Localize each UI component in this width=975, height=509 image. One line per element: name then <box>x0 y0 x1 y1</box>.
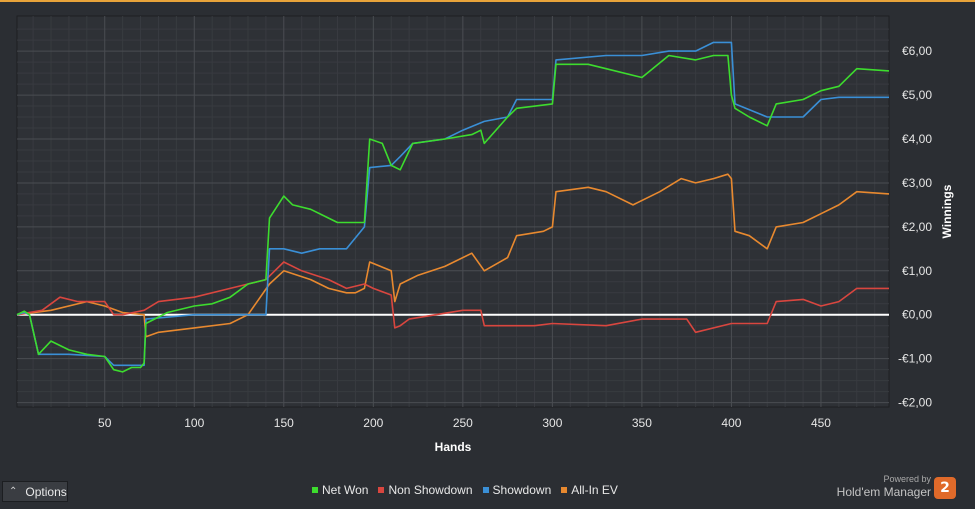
minor-grid <box>17 16 889 407</box>
legend-item-non-showdown[interactable]: Non Showdown <box>378 483 473 497</box>
y-tick-label: €2,00 <box>902 220 932 234</box>
legend-label: Non Showdown <box>388 483 473 497</box>
x-tick-label: 450 <box>811 416 831 430</box>
options-label: Options <box>25 484 67 499</box>
y-tick-label: €0,00 <box>902 308 932 322</box>
x-tick-label: 150 <box>274 416 294 430</box>
top-accent-bar <box>0 0 975 2</box>
options-button[interactable]: ⌃ Options <box>2 481 68 502</box>
x-axis-title: Hands <box>435 440 472 454</box>
brand-badge-icon: 2 <box>934 477 956 499</box>
x-tick-label: 250 <box>453 416 473 430</box>
y-tick-label: €1,00 <box>902 264 932 278</box>
x-tick-label: 50 <box>98 416 112 430</box>
x-tick-label: 100 <box>184 416 204 430</box>
x-tick-label: 300 <box>542 416 562 430</box>
y-tick-label: €6,00 <box>902 44 932 58</box>
chevron-up-icon: ⌃ <box>9 486 18 497</box>
series-line-net-won <box>16 54 890 373</box>
series-line-all-in-ev <box>16 173 890 338</box>
x-tick-label: 200 <box>363 416 383 430</box>
brand-logo: Powered by Hold'em Manager <box>837 473 931 499</box>
y-tick-label: €4,00 <box>902 132 932 146</box>
powered-by-text: Powered by <box>883 474 931 484</box>
series-line-non-showdown <box>16 261 889 334</box>
legend-swatch <box>378 487 385 493</box>
series-layer <box>16 41 890 373</box>
legend-label: All-In EV <box>571 483 618 497</box>
legend-label: Showdown <box>492 483 552 497</box>
y-tick-label: -€1,00 <box>898 352 932 366</box>
x-tick-label: 400 <box>721 416 741 430</box>
y-axis-ticks: -€2,00 -€1,00 €0,00 €1,00 €2,00 €3,00 €4,00 €5,… <box>898 44 932 409</box>
legend-swatch <box>312 487 318 493</box>
y-tick-label: €3,00 <box>902 176 932 190</box>
legend-item-net-won[interactable]: Net Won <box>312 483 368 497</box>
legend-swatch <box>561 487 568 493</box>
brand-name: Hold'em Manager <box>836 485 931 499</box>
legend-item-all-in-ev[interactable]: All-In EV <box>561 483 618 497</box>
plot-area <box>16 15 890 408</box>
legend-label: Net Won <box>322 483 369 497</box>
chart-legend: Net Won Non Showdown Showdown All-In EV <box>312 482 618 498</box>
x-tick-label: 350 <box>632 416 652 430</box>
y-axis-title: Winnings <box>940 184 954 238</box>
x-axis-ticks: 50 100 150 200 250 300 350 400 450 <box>98 416 831 430</box>
y-tick-label: €5,00 <box>902 88 932 102</box>
legend-swatch <box>482 487 489 493</box>
legend-item-showdown[interactable]: Showdown <box>482 483 552 497</box>
y-tick-label: -€2,00 <box>898 396 932 410</box>
